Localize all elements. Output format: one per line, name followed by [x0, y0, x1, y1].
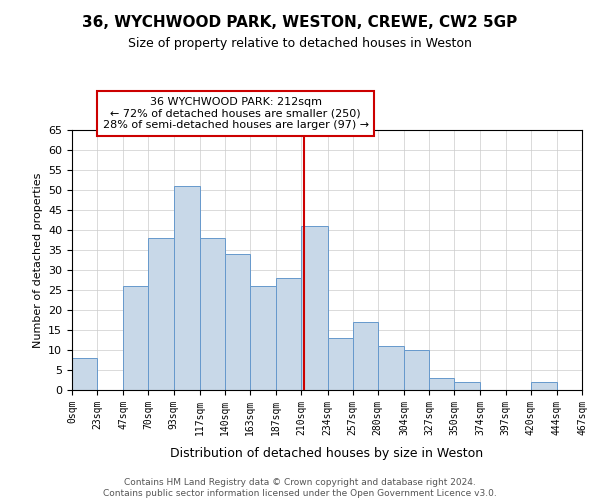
Bar [72, 358, 97, 390]
Text: Size of property relative to detached houses in Weston: Size of property relative to detached ho… [128, 38, 472, 51]
Bar [148, 238, 173, 390]
Bar [276, 278, 301, 390]
Bar [353, 322, 378, 390]
Y-axis label: Number of detached properties: Number of detached properties [32, 172, 43, 348]
Text: Contains HM Land Registry data © Crown copyright and database right 2024.
Contai: Contains HM Land Registry data © Crown c… [103, 478, 497, 498]
Bar [200, 238, 225, 390]
Text: 36, WYCHWOOD PARK, WESTON, CREWE, CW2 5GP: 36, WYCHWOOD PARK, WESTON, CREWE, CW2 5G… [82, 15, 518, 30]
Bar [225, 254, 250, 390]
Text: 36 WYCHWOOD PARK: 212sqm
← 72% of detached houses are smaller (250)
28% of semi-: 36 WYCHWOOD PARK: 212sqm ← 72% of detach… [103, 97, 369, 130]
Bar [124, 286, 148, 390]
Bar [404, 350, 429, 390]
Bar [454, 382, 481, 390]
Bar [530, 382, 557, 390]
Bar [173, 186, 200, 390]
Bar [328, 338, 353, 390]
Bar [429, 378, 454, 390]
Bar [378, 346, 404, 390]
Bar [301, 226, 328, 390]
Bar [250, 286, 276, 390]
Text: Distribution of detached houses by size in Weston: Distribution of detached houses by size … [170, 448, 484, 460]
